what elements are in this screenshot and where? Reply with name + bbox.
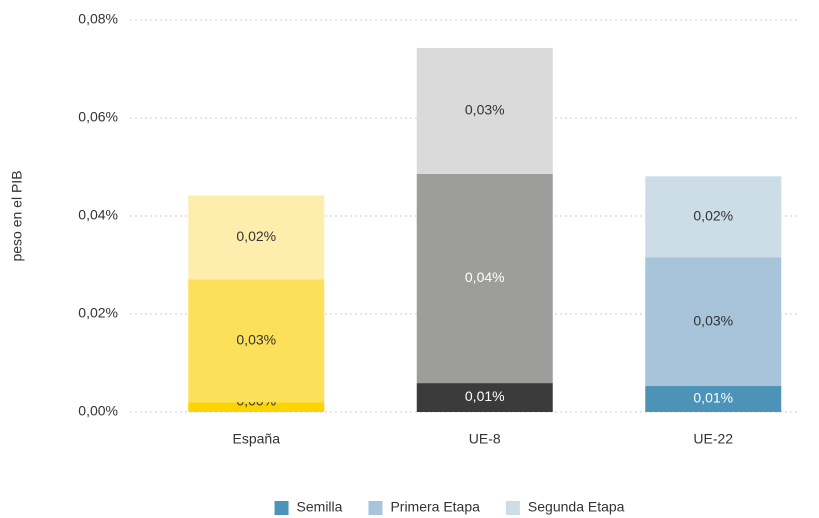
bar-segment — [188, 402, 325, 412]
legend-item: Primera Etapa — [368, 499, 480, 515]
bar-segment — [188, 279, 325, 403]
data-label: 0,01% — [693, 390, 733, 406]
bar-segment — [645, 386, 782, 412]
bar-segment — [645, 257, 782, 387]
data-label: 0,03% — [465, 102, 505, 118]
legend-swatch — [274, 501, 289, 515]
y-axis-label: peso en el PIB — [9, 170, 25, 261]
bar-segment — [416, 173, 553, 384]
data-label: 0,01% — [465, 388, 505, 404]
legend-item: Segunda Etapa — [505, 499, 625, 515]
data-label: 0,04% — [465, 269, 505, 285]
data-label: 0,03% — [693, 312, 733, 328]
x-tick-label: España — [233, 431, 281, 447]
data-label: 0,02% — [236, 228, 276, 244]
legend-label: Segunda Etapa — [528, 499, 625, 515]
bar-segment — [645, 176, 782, 258]
data-label: 0,03% — [236, 331, 276, 347]
y-tick-label: 0,04% — [78, 207, 118, 223]
legend-swatch — [505, 501, 520, 515]
bar-segment — [416, 383, 553, 412]
y-tick-label: 0,06% — [78, 109, 118, 125]
legend-label: Primera Etapa — [390, 499, 480, 515]
legend-item: Semilla — [274, 499, 343, 515]
data-label: 0,02% — [693, 207, 733, 223]
x-tick-label: UE-22 — [693, 431, 733, 447]
x-tick-label: UE-8 — [469, 431, 501, 447]
y-tick-label: 0,08% — [78, 11, 118, 27]
legend-label: Semilla — [297, 499, 343, 515]
y-tick-label: 0,00% — [78, 403, 118, 419]
legend-swatch — [368, 501, 383, 515]
bar-segment — [416, 47, 553, 174]
y-tick-label: 0,02% — [78, 305, 118, 321]
bar-segment — [188, 195, 325, 280]
